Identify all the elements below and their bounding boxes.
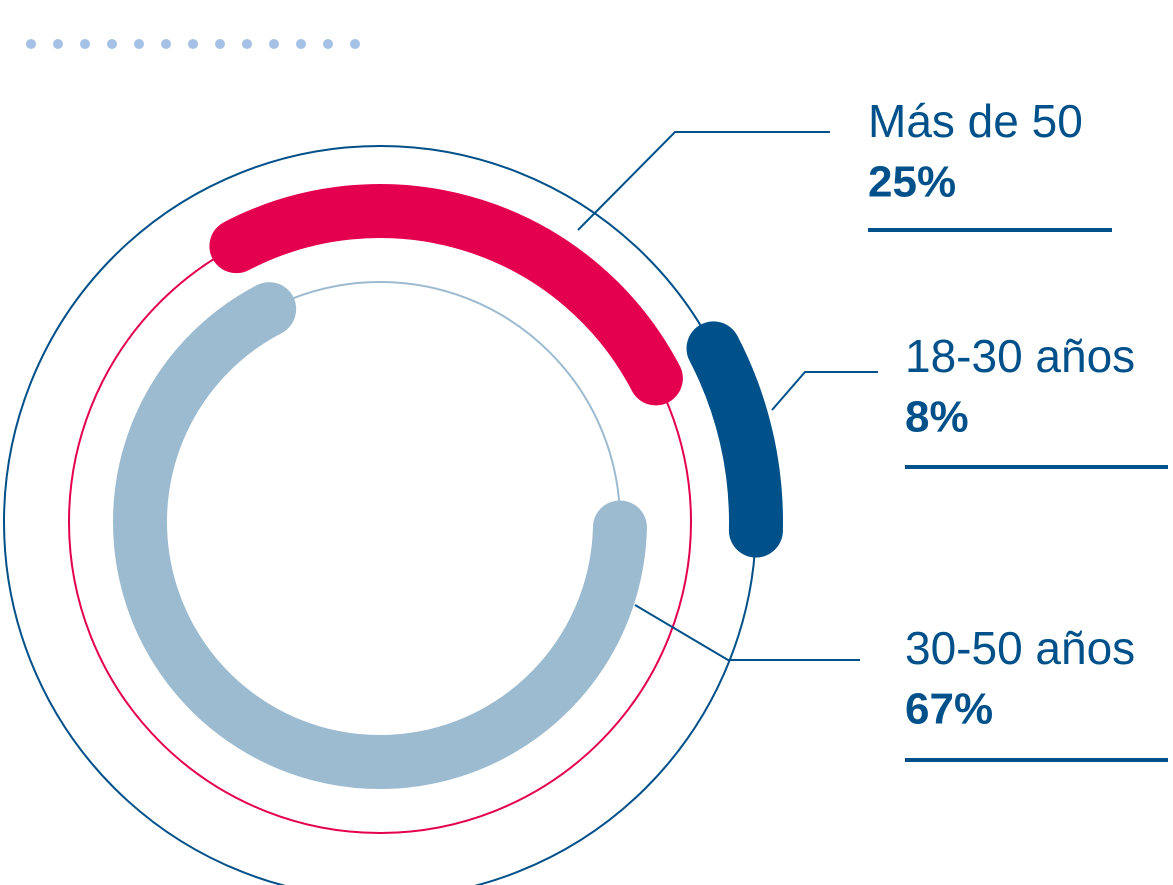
arc: [686, 321, 783, 558]
leader-line: [634, 604, 860, 661]
arc: [209, 184, 683, 406]
value-label: 67%: [905, 685, 993, 734]
category-label: Más de 50: [868, 95, 1083, 147]
value-label: 8%: [905, 393, 969, 442]
category-label: 18-30 años: [905, 330, 1135, 382]
leader-line: [577, 131, 830, 231]
value-label: 25%: [868, 158, 956, 207]
arc: [113, 282, 647, 789]
leader-line: [771, 371, 878, 411]
decor-dots: [26, 39, 360, 49]
category-label: 30-50 años: [905, 622, 1135, 674]
